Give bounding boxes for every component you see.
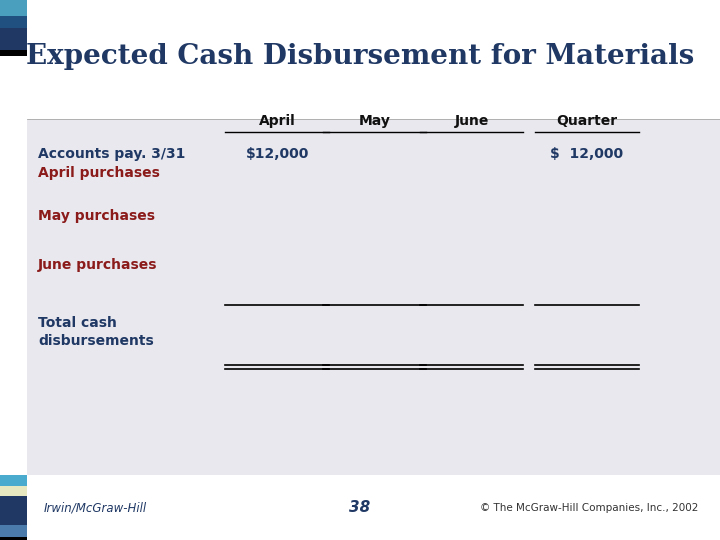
Text: Quarter: Quarter <box>557 114 617 128</box>
Text: $  12,000: $ 12,000 <box>550 147 624 161</box>
Bar <box>0 50 27 56</box>
Text: Accounts pay. 3/31: Accounts pay. 3/31 <box>38 147 186 161</box>
Bar <box>0 16 27 28</box>
Bar <box>27 0 720 119</box>
Bar <box>0 475 720 540</box>
Text: Irwin/McGraw-Hill: Irwin/McGraw-Hill <box>43 501 146 514</box>
Bar <box>0 496 27 512</box>
Bar <box>27 119 720 475</box>
Bar <box>0 475 27 486</box>
Bar <box>0 486 27 496</box>
Bar <box>0 28 27 50</box>
Bar <box>0 0 27 16</box>
Text: June: June <box>454 114 489 128</box>
Text: May: May <box>359 114 390 128</box>
Text: Total cash
disbursements: Total cash disbursements <box>38 316 154 348</box>
Text: May purchases: May purchases <box>38 209 156 223</box>
Text: Expected Cash Disbursement for Materials: Expected Cash Disbursement for Materials <box>26 43 694 70</box>
Text: © The McGraw-Hill Companies, Inc., 2002: © The McGraw-Hill Companies, Inc., 2002 <box>480 503 698 512</box>
Text: April purchases: April purchases <box>38 166 160 180</box>
Bar <box>0 525 27 537</box>
Bar <box>0 537 27 540</box>
Text: $12,000: $12,000 <box>246 147 309 161</box>
Text: April: April <box>258 114 296 128</box>
Text: 38: 38 <box>349 500 371 515</box>
Text: June purchases: June purchases <box>38 258 158 272</box>
Bar <box>0 512 27 525</box>
